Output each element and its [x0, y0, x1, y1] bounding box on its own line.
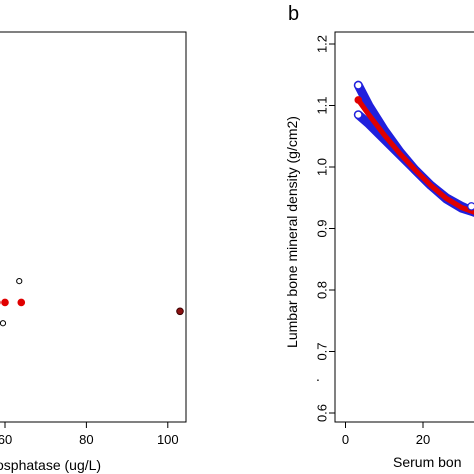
left-x-axis: 60 80 100 — [0, 422, 179, 447]
left-point-0-1 — [16, 277, 23, 285]
right-x-tick-label-0: 0 — [342, 432, 349, 447]
right-y-tick-label-1.1: 1.1 — [314, 96, 329, 114]
right-y-tick-label-1.0: 1.0 — [314, 158, 329, 176]
right-y-axis: 0.6 0.7 0.8 0.9 1.0 1.1 1.2 — [314, 35, 335, 422]
right-marker-2 — [354, 96, 363, 104]
right-y-tick-label-0.8: 0.8 — [314, 281, 329, 299]
left-point-1-2 — [1, 298, 9, 307]
right-curve-0 — [353, 80, 474, 217]
right-y-axis-extra-mark: . — [316, 368, 320, 384]
right-marker-1 — [354, 110, 363, 119]
left-x-tick-label-80: 80 — [79, 432, 93, 447]
right-y-axis-title: Lumbar bone mineral density (g/cm2) — [284, 116, 300, 348]
right-marker-0 — [354, 81, 363, 90]
right-curve-1 — [353, 110, 474, 217]
left-x-tick-label-100: 100 — [157, 432, 179, 447]
right-plot-markers — [354, 81, 474, 211]
left-plot-frame — [0, 31, 187, 423]
left-point-0-2 — [0, 320, 7, 327]
right-y-tick-label-1.2: 1.2 — [314, 35, 329, 53]
left-x-axis-title: osphatase (ug/L) — [0, 457, 101, 473]
right-curve-red-overlay — [355, 97, 474, 215]
left-point-1-3 — [17, 298, 26, 307]
left-x-tick-label-60: 60 — [0, 432, 12, 447]
right-x-axis: 0 20 — [342, 422, 430, 447]
left-plot-points — [0, 277, 184, 327]
right-marker-3 — [467, 202, 474, 211]
right-x-tick-label-20: 20 — [416, 432, 430, 447]
left-point-1-4 — [176, 307, 184, 316]
right-plot-frame — [334, 31, 474, 423]
right-y-tick-label-0.7: 0.7 — [314, 342, 329, 360]
right-y-tick-label-0.6: 0.6 — [314, 404, 329, 422]
panel-label-b: b — [288, 3, 299, 25]
right-y-tick-label-0.9: 0.9 — [314, 219, 329, 237]
right-x-axis-title: Serum bon — [393, 454, 461, 470]
right-plot-curves — [353, 80, 474, 217]
